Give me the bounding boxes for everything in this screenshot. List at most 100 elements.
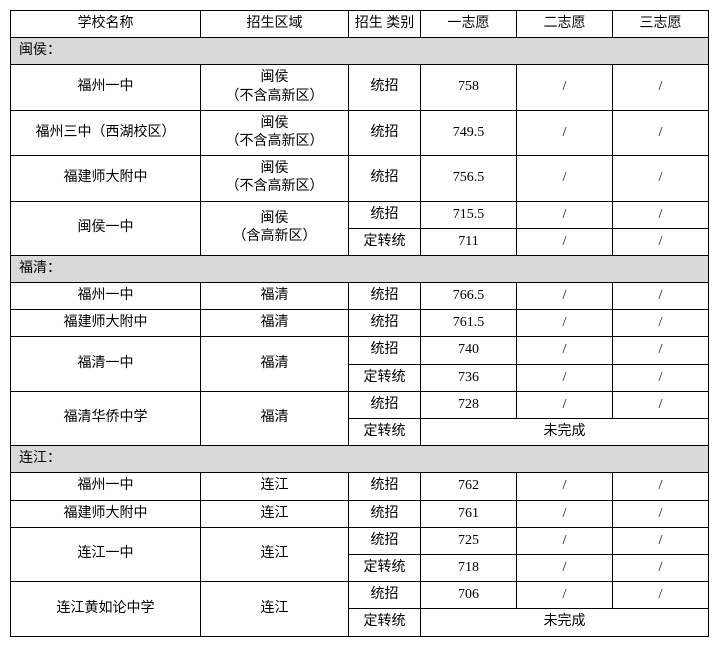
table-row: 福清华侨中学福清统招728//: [11, 391, 709, 418]
cell-choice-2: /: [517, 337, 613, 364]
cell-area: 连江: [201, 582, 349, 636]
cell-merged-status: 未完成: [421, 419, 709, 446]
cell-type: 统招: [349, 110, 421, 155]
cell-type: 定转统: [349, 609, 421, 636]
cell-school: 福州一中: [11, 65, 201, 110]
cell-choice-3: /: [613, 283, 709, 310]
cell-choice-1: 728: [421, 391, 517, 418]
cell-choice-1: 718: [421, 554, 517, 581]
cell-choice-1: 758: [421, 65, 517, 110]
cell-school: 连江一中: [11, 527, 201, 581]
cell-choice-2: /: [517, 201, 613, 228]
cell-school: 闽侯一中: [11, 201, 201, 255]
cell-area: 福清: [201, 337, 349, 391]
cell-choice-3: /: [613, 156, 709, 201]
cell-area: 闽侯（不含高新区）: [201, 65, 349, 110]
table-header: 学校名称 招生区域 招生 类别 一志愿 二志愿 三志愿: [11, 11, 709, 38]
cell-school: 福州一中: [11, 283, 201, 310]
table-row: 福州一中福清统招766.5//: [11, 283, 709, 310]
cell-type: 定转统: [349, 419, 421, 446]
cell-choice-1: 711: [421, 228, 517, 255]
cell-school: 福清一中: [11, 337, 201, 391]
cell-type: 统招: [349, 65, 421, 110]
cell-school: 连江黄如论中学: [11, 582, 201, 636]
cell-type: 统招: [349, 582, 421, 609]
cell-choice-3: /: [613, 364, 709, 391]
cell-area: 福清: [201, 283, 349, 310]
cell-choice-2: /: [517, 283, 613, 310]
cell-type: 统招: [349, 500, 421, 527]
cell-type: 定转统: [349, 554, 421, 581]
cell-choice-1: 756.5: [421, 156, 517, 201]
section-header: 连江：: [11, 446, 709, 473]
cell-type: 统招: [349, 156, 421, 201]
col-choice-1: 一志愿: [421, 11, 517, 38]
cell-school: 福州三中（西湖校区）: [11, 110, 201, 155]
cell-type: 统招: [349, 527, 421, 554]
col-type: 招生 类别: [349, 11, 421, 38]
cell-choice-2: /: [517, 500, 613, 527]
cell-merged-status: 未完成: [421, 609, 709, 636]
cell-choice-2: /: [517, 310, 613, 337]
cell-school: 福建师大附中: [11, 500, 201, 527]
table-row: 福州三中（西湖校区）闽侯（不含高新区）统招749.5//: [11, 110, 709, 155]
cell-type: 定转统: [349, 228, 421, 255]
cell-choice-1: 761.5: [421, 310, 517, 337]
cell-type: 统招: [349, 337, 421, 364]
admissions-table: 学校名称 招生区域 招生 类别 一志愿 二志愿 三志愿 闽侯：福州一中闽侯（不含…: [10, 10, 709, 637]
cell-choice-1: 766.5: [421, 283, 517, 310]
col-choice-2: 二志愿: [517, 11, 613, 38]
cell-school: 福州一中: [11, 473, 201, 500]
table-row: 福建师大附中连江统招761//: [11, 500, 709, 527]
cell-choice-3: /: [613, 500, 709, 527]
cell-choice-3: /: [613, 110, 709, 155]
cell-school: 福清华侨中学: [11, 391, 201, 445]
cell-choice-2: /: [517, 110, 613, 155]
table-row: 连江黄如论中学连江统招706//: [11, 582, 709, 609]
cell-choice-3: /: [613, 527, 709, 554]
cell-choice-2: /: [517, 582, 613, 609]
section-header: 闽侯：: [11, 38, 709, 65]
cell-choice-3: /: [613, 582, 709, 609]
cell-choice-1: 725: [421, 527, 517, 554]
table-row: 福建师大附中福清统招761.5//: [11, 310, 709, 337]
cell-choice-1: 715.5: [421, 201, 517, 228]
table-row: 连江一中连江统招725//: [11, 527, 709, 554]
table-row: 福建师大附中闽侯（不含高新区）统招756.5//: [11, 156, 709, 201]
cell-choice-2: /: [517, 228, 613, 255]
cell-type: 统招: [349, 201, 421, 228]
cell-choice-1: 706: [421, 582, 517, 609]
cell-choice-3: /: [613, 337, 709, 364]
cell-choice-1: 761: [421, 500, 517, 527]
cell-area: 闽侯（含高新区）: [201, 201, 349, 255]
cell-area: 连江: [201, 500, 349, 527]
cell-choice-2: /: [517, 156, 613, 201]
cell-area: 福清: [201, 310, 349, 337]
cell-choice-2: /: [517, 391, 613, 418]
cell-area: 连江: [201, 473, 349, 500]
section-header: 福清：: [11, 255, 709, 282]
cell-choice-2: /: [517, 364, 613, 391]
cell-type: 统招: [349, 283, 421, 310]
cell-choice-2: /: [517, 65, 613, 110]
cell-choice-2: /: [517, 473, 613, 500]
cell-choice-1: 749.5: [421, 110, 517, 155]
table-row: 福清一中福清统招740//: [11, 337, 709, 364]
cell-type: 统招: [349, 473, 421, 500]
cell-choice-1: 736: [421, 364, 517, 391]
table-row: 福州一中连江统招762//: [11, 473, 709, 500]
cell-choice-1: 762: [421, 473, 517, 500]
cell-choice-3: /: [613, 228, 709, 255]
cell-school: 福建师大附中: [11, 310, 201, 337]
col-school: 学校名称: [11, 11, 201, 38]
cell-area: 闽侯（不含高新区）: [201, 156, 349, 201]
cell-area: 闽侯（不含高新区）: [201, 110, 349, 155]
cell-choice-3: /: [613, 473, 709, 500]
cell-type: 统招: [349, 391, 421, 418]
table-body: 闽侯：福州一中闽侯（不含高新区）统招758//福州三中（西湖校区）闽侯（不含高新…: [11, 38, 709, 636]
cell-choice-3: /: [613, 554, 709, 581]
cell-choice-3: /: [613, 310, 709, 337]
cell-choice-3: /: [613, 201, 709, 228]
cell-area: 福清: [201, 391, 349, 445]
col-area: 招生区域: [201, 11, 349, 38]
